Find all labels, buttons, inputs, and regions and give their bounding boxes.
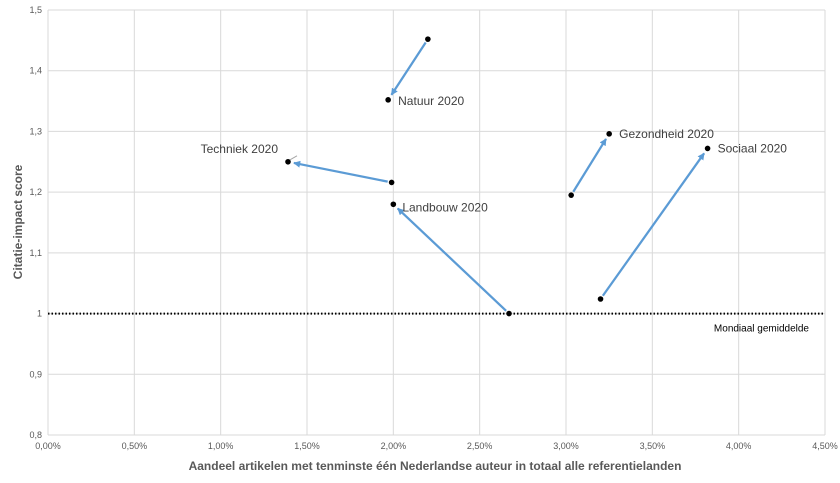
x-tick-label: 1,50% — [294, 441, 320, 451]
point-labels: Natuur 2020 Techniek 2020 Landbouw 2020 Gez… — [201, 94, 788, 214]
x-tick-label: 4,50% — [812, 441, 838, 451]
point-label: Gezondheid 2020 — [619, 127, 714, 141]
x-tick-label: 0,00% — [35, 441, 61, 451]
point-label: Sociaal 2020 — [718, 141, 788, 155]
data-point-start — [388, 179, 395, 186]
arrows — [293, 41, 706, 312]
trend-arrow — [396, 207, 507, 312]
point-label: Techniek 2020 — [201, 142, 279, 156]
trend-arrow — [572, 138, 607, 193]
x-tick-label: 2,00% — [381, 441, 407, 451]
data-point-start — [597, 296, 604, 302]
gridlines — [47, 9, 826, 436]
trend-arrow — [293, 160, 388, 183]
data-point-end — [285, 158, 291, 165]
y-axis-title: Citatie-impact score — [11, 164, 25, 279]
x-tick-label: 1,00% — [208, 441, 234, 451]
data-point-start — [568, 192, 574, 198]
point-label: Landbouw 2020 — [402, 200, 488, 214]
label-leader-line — [289, 155, 298, 161]
y-tick-label: 1,3 — [29, 126, 42, 136]
point-label: Natuur 2020 — [398, 94, 464, 108]
data-point-start — [425, 36, 431, 42]
y-tick-label: 1 — [37, 309, 42, 319]
reference-line-label: Mondiaal gemiddelde — [714, 324, 810, 335]
x-axis-title: Aandeel artikelen met tenminste één Nede… — [189, 459, 682, 473]
y-tick-label: 0,9 — [29, 369, 42, 379]
x-tick-label: 3,00% — [553, 441, 579, 451]
points — [285, 36, 711, 317]
data-point-end — [385, 97, 391, 103]
data-point-start — [506, 310, 512, 317]
trend-arrow — [390, 41, 427, 96]
x-tick-label: 0,50% — [122, 441, 148, 451]
reference-line-group: Mondiaal gemiddelde — [48, 312, 825, 335]
trend-arrow — [601, 152, 706, 297]
y-tick-label: 1,2 — [29, 187, 42, 197]
axes: 0,00% 0,50% 1,00% 1,50% 2,00% 2,50% 3,00% 3,50%… — [29, 5, 837, 451]
data-point-end — [704, 145, 711, 152]
x-tick-label: 3,50% — [640, 441, 666, 451]
x-tick-label: 4,00% — [726, 441, 752, 451]
x-tick-label: 2,50% — [467, 441, 493, 451]
y-tick-label: 1,1 — [29, 248, 42, 258]
data-point-end — [390, 201, 397, 208]
y-tick-label: 1,5 — [29, 5, 42, 15]
y-tick-label: 0,8 — [29, 430, 42, 440]
y-tick-label: 1,4 — [29, 66, 42, 76]
data-point-end — [606, 131, 612, 137]
